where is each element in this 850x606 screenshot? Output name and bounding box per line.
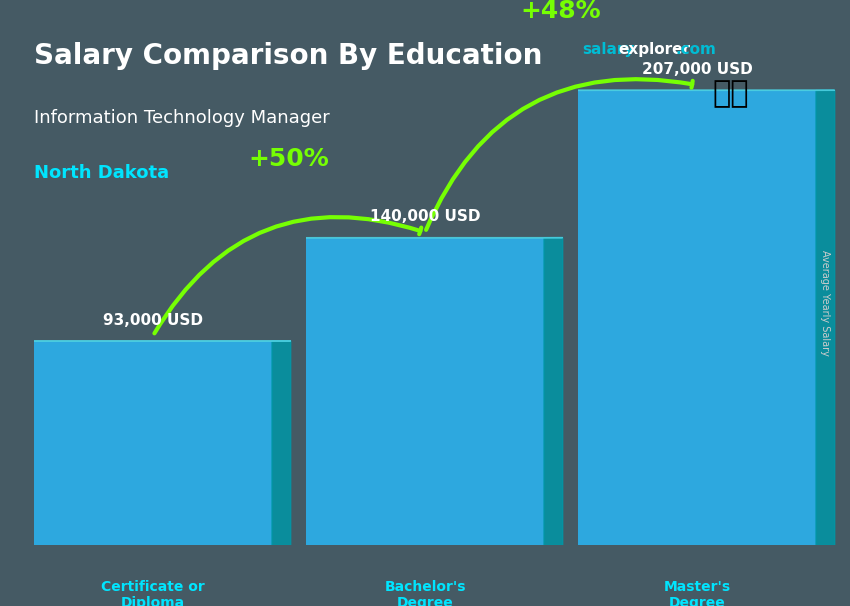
Text: explorer: explorer (618, 42, 690, 58)
Text: Master's
Degree: Master's Degree (664, 580, 730, 606)
Polygon shape (816, 90, 835, 545)
Polygon shape (544, 238, 563, 545)
Text: .com: .com (676, 42, 717, 58)
FancyBboxPatch shape (578, 90, 816, 545)
FancyBboxPatch shape (306, 238, 544, 545)
Polygon shape (272, 341, 291, 545)
Text: Bachelor's
Degree: Bachelor's Degree (384, 580, 466, 606)
Text: Average Yearly Salary: Average Yearly Salary (819, 250, 830, 356)
Text: Salary Comparison By Education: Salary Comparison By Education (34, 42, 542, 70)
Text: North Dakota: North Dakota (34, 164, 169, 182)
Text: 🇺🇸: 🇺🇸 (713, 79, 749, 108)
Text: 140,000 USD: 140,000 USD (370, 210, 480, 224)
Text: salary: salary (582, 42, 635, 58)
FancyBboxPatch shape (34, 341, 272, 545)
Text: +48%: +48% (521, 0, 601, 23)
Text: Certificate or
Diploma: Certificate or Diploma (101, 580, 205, 606)
Text: 207,000 USD: 207,000 USD (642, 62, 752, 77)
Text: 93,000 USD: 93,000 USD (103, 313, 203, 328)
Text: +50%: +50% (248, 147, 329, 170)
Text: Information Technology Manager: Information Technology Manager (34, 109, 330, 127)
